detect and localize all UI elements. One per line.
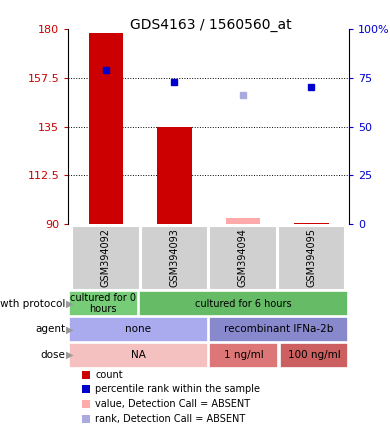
Bar bbox=[278, 226, 345, 290]
Bar bbox=[89, 33, 123, 224]
Text: GSM394092: GSM394092 bbox=[101, 229, 111, 287]
Text: recombinant IFNa-2b: recombinant IFNa-2b bbox=[224, 325, 333, 334]
Bar bbox=[294, 223, 328, 224]
Bar bbox=[69, 343, 208, 368]
Text: ▶: ▶ bbox=[66, 299, 74, 309]
Text: GSM394095: GSM394095 bbox=[307, 229, 316, 287]
Bar bbox=[280, 343, 348, 368]
Bar bbox=[157, 127, 191, 224]
Text: 1 ng/ml: 1 ng/ml bbox=[224, 350, 264, 360]
Bar bbox=[209, 317, 348, 342]
Text: growth protocol: growth protocol bbox=[0, 299, 66, 309]
Text: ▶: ▶ bbox=[66, 325, 74, 334]
Bar bbox=[209, 226, 277, 290]
Text: count: count bbox=[95, 370, 123, 380]
Text: cultured for 0
hours: cultured for 0 hours bbox=[70, 293, 136, 314]
Bar bbox=[72, 226, 140, 290]
Bar bbox=[209, 343, 278, 368]
Text: GDS4163 / 1560560_at: GDS4163 / 1560560_at bbox=[130, 18, 291, 32]
Text: NA: NA bbox=[131, 350, 146, 360]
Text: dose: dose bbox=[41, 350, 66, 360]
Text: rank, Detection Call = ABSENT: rank, Detection Call = ABSENT bbox=[95, 414, 245, 424]
Bar bbox=[141, 226, 208, 290]
Text: percentile rank within the sample: percentile rank within the sample bbox=[95, 385, 260, 394]
Text: none: none bbox=[126, 325, 151, 334]
Text: value, Detection Call = ABSENT: value, Detection Call = ABSENT bbox=[95, 399, 250, 409]
Text: GSM394094: GSM394094 bbox=[238, 229, 248, 287]
Text: ▶: ▶ bbox=[66, 350, 74, 360]
Bar bbox=[69, 317, 208, 342]
Text: cultured for 6 hours: cultured for 6 hours bbox=[195, 299, 292, 309]
Text: 100 ng/ml: 100 ng/ml bbox=[287, 350, 340, 360]
Text: agent: agent bbox=[35, 325, 66, 334]
Bar bbox=[226, 218, 260, 224]
Bar bbox=[69, 291, 138, 316]
Text: GSM394093: GSM394093 bbox=[169, 229, 179, 287]
Bar bbox=[139, 291, 348, 316]
